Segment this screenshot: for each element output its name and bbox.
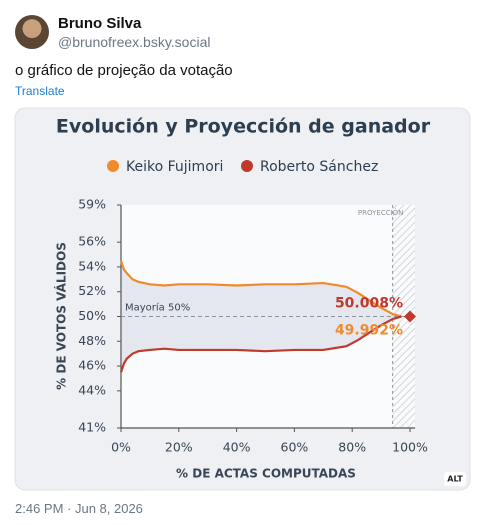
end-label: 50.008% [335,295,403,311]
series-line [119,260,402,318]
x-tick-label: 60% [281,440,309,455]
y-tick-label: 59% [78,197,106,212]
avatar[interactable] [15,15,49,49]
y-tick-label: 41% [78,420,106,435]
legend-dot [241,160,253,172]
author-name[interactable]: Bruno Silva [58,15,142,32]
legend-dot [107,160,119,172]
alt-badge-bg[interactable] [444,472,466,486]
x-tick-label: 0% [111,440,131,455]
series-line [119,315,402,373]
x-tick-label: 100% [392,440,428,455]
legend-label: Keiko Fujimori [126,159,223,175]
post-text: o gráfico de projeção da votação [15,62,233,79]
end-marker [404,310,416,323]
x-tick-label: 40% [223,440,251,455]
y-tick-label: 54% [78,258,106,273]
legend-label: Roberto Sánchez [260,159,378,175]
y-tick-label: 44% [78,382,106,397]
timestamp[interactable]: 2:46 PM · Jun 8, 2026 [15,501,143,516]
chart-image[interactable]: Evolución y Proyección de ganador % DE V… [0,0,484,500]
y-axis-label: % DE VOTOS VÁLIDOS [54,242,69,390]
x-tick-label: 80% [338,440,366,455]
y-tick-label: 48% [78,333,106,348]
translate-link[interactable]: Translate [15,84,65,98]
projection-label: PROYECCIÓN [358,208,404,217]
alt-badge[interactable]: ALT [447,475,463,484]
y-tick-label: 56% [78,234,106,249]
chart-title: Evolución y Proyección de ganador [56,116,431,138]
x-axis-label: % DE ACTAS COMPUTADAS [176,467,356,481]
majority-label: Mayoría 50% [125,302,190,314]
end-label: 49.992% [335,323,403,339]
y-tick-label: 46% [78,358,106,373]
x-tick-label: 20% [165,440,193,455]
y-tick-label: 52% [78,283,106,298]
y-tick-label: 50% [78,308,106,323]
author-handle[interactable]: @brunofreex.bsky.social [58,34,211,50]
